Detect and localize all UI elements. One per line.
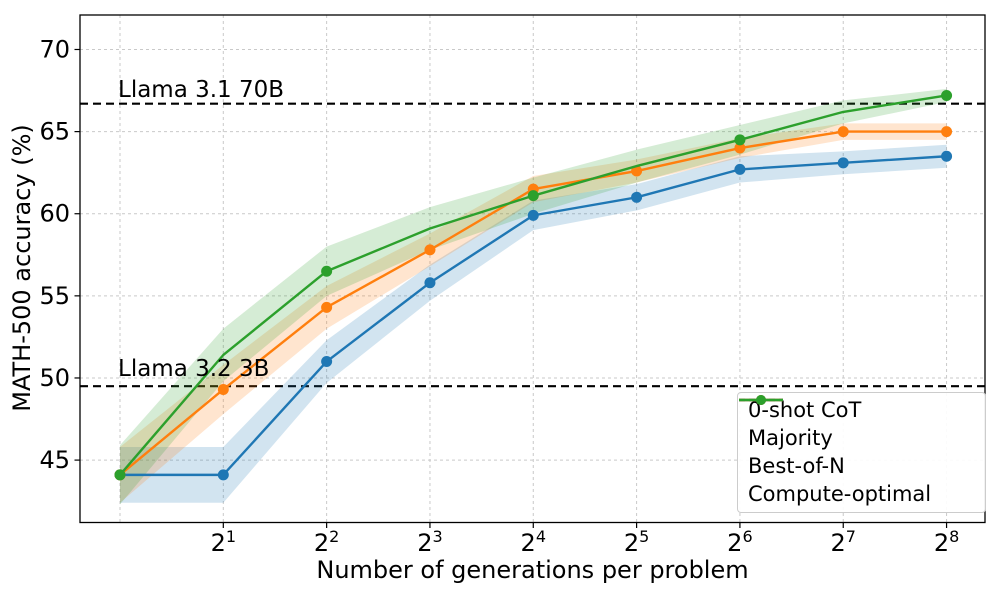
legend-label: Majority xyxy=(748,426,833,451)
legend-line-marker-icon xyxy=(739,395,783,405)
grid xyxy=(80,15,985,523)
reference-lines xyxy=(80,102,985,388)
plot-border xyxy=(79,14,986,524)
y-tick-label-65: 65 xyxy=(39,118,70,146)
point-compute-optimal-n256 xyxy=(941,89,953,101)
x-tick-label-2e8: 28 xyxy=(934,527,959,557)
point-majority-n32 xyxy=(631,191,643,203)
annotation-llama-3-2-3b: Llama 3.2 3B xyxy=(118,356,270,382)
point-majority-n64 xyxy=(734,163,746,175)
y-axis-label: MATH-500 accuracy (%) xyxy=(8,124,36,412)
legend-label: Best-of-N xyxy=(748,453,845,478)
point-compute-optimal-n4 xyxy=(321,265,333,277)
x-tick-label-2e5: 25 xyxy=(624,527,649,557)
point-best-of-n-n256 xyxy=(941,126,953,138)
point-best-of-n-n8 xyxy=(424,244,436,256)
point-majority-n128 xyxy=(837,157,849,169)
y-tick-label-55: 55 xyxy=(39,282,70,310)
y-tick-label-50: 50 xyxy=(39,364,70,392)
point-majority-n4 xyxy=(321,356,333,368)
x-tick-label-2e6: 26 xyxy=(727,527,752,557)
point-majority-n2 xyxy=(217,469,229,481)
annotation-llama-3-1-70b: Llama 3.1 70B xyxy=(118,77,285,103)
legend: 0-shot CoT Majority Best-of-N Compute-optim… xyxy=(737,392,986,513)
x-tick-label-2e3: 23 xyxy=(417,527,442,557)
point-best-of-n-n128 xyxy=(837,126,849,138)
legend-item-majority: Majority xyxy=(739,395,975,452)
point-majority-n16 xyxy=(527,209,539,221)
y-tick-label-70: 70 xyxy=(39,35,70,63)
x-tick-label-2e1: 21 xyxy=(211,527,236,557)
series-lines xyxy=(114,89,953,481)
legend-item-best-of-n: Best-of-N xyxy=(739,395,975,480)
x-tick-label-2e4: 24 xyxy=(521,527,546,557)
point-compute-optimal-n16 xyxy=(527,190,539,202)
x-tick-label-2e2: 22 xyxy=(314,527,339,557)
point-best-of-n-n64 xyxy=(734,142,746,154)
legend-item-compute-optimal: Compute-optimal xyxy=(739,395,975,508)
x-axis-label: Number of generations per problem xyxy=(316,556,749,584)
axes-ticks: 21 22 23 24 25 26 27 28 45 50 55 60 65 70 xyxy=(39,35,959,557)
legend-label: 0-shot CoT xyxy=(748,398,862,423)
point-best-of-n-n32 xyxy=(631,165,643,177)
y-tick-label-60: 60 xyxy=(39,200,70,228)
point-best-of-n-n4 xyxy=(321,301,333,313)
point-best-of-n-n2 xyxy=(217,383,229,395)
point-compute-optimal-n64 xyxy=(734,134,746,146)
point-majority-n8 xyxy=(424,277,436,289)
x-tick-label-2e7: 27 xyxy=(831,527,856,557)
legend-label: Compute-optimal xyxy=(748,481,932,506)
band-compute-optimal xyxy=(119,88,947,505)
point-majority-n256 xyxy=(941,150,953,162)
y-tick-label-45: 45 xyxy=(39,446,70,474)
point-compute-optimal-n1 xyxy=(114,469,126,481)
